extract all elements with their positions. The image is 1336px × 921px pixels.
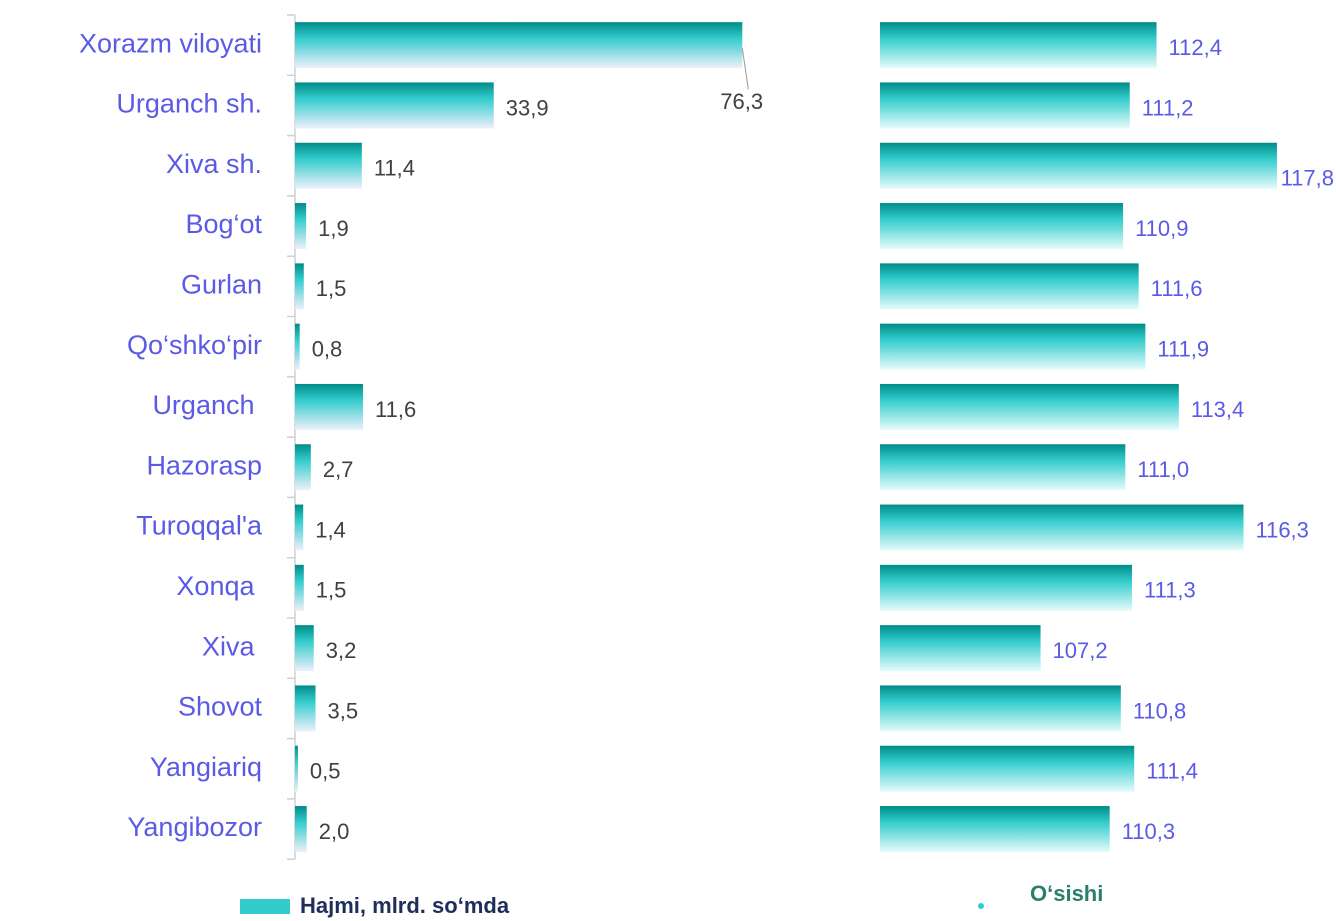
bar [295,444,311,491]
bar [295,263,304,310]
value-label: 117,8 [1281,166,1334,191]
bar [295,82,494,129]
value-label: 110,3 [1122,819,1175,844]
value-label: 1,9 [318,216,349,241]
bar [295,142,362,189]
bar [880,504,1244,551]
category-label: Xonqa [176,571,262,601]
bar [880,383,1179,430]
bar [295,504,304,551]
category-label: Bog‘ot [185,209,262,239]
bar [880,806,1110,853]
category-label: Urganch sh. [116,89,262,119]
value-label: 111,9 [1157,336,1209,361]
category-label: Yangiariq [150,752,262,782]
value-label: 76,3 [720,89,763,114]
category-label: Xiva [202,631,262,661]
bar [880,22,1157,69]
bar [295,625,314,672]
bar [880,203,1124,250]
bar [295,806,307,853]
legend-marker [978,903,984,909]
category-label: Shovot [178,692,263,722]
value-label: 0,5 [310,759,341,784]
value-label: 1,4 [315,517,346,542]
bar [880,564,1132,611]
bar [880,625,1041,672]
bar [880,323,1146,370]
category-label: Qo‘shko‘pir [127,330,262,360]
value-label: 107,2 [1053,638,1108,663]
bar [880,685,1121,732]
category-label: Turoqqal'a [136,511,263,541]
value-label: 1,5 [316,276,347,301]
bar [295,564,304,611]
value-label: 11,4 [374,156,415,181]
value-label: 110,8 [1133,698,1186,723]
bar [880,444,1126,491]
value-label: 111,3 [1144,578,1196,603]
value-label: 2,0 [319,819,350,844]
value-label: 0,8 [312,336,343,361]
bar [295,685,316,732]
value-label: 3,5 [328,698,359,723]
leader-line [741,48,749,90]
value-label: 116,3 [1255,517,1308,542]
category-label: Yangibozor [127,812,262,842]
category-label: Gurlan [181,269,262,299]
value-label: 111,2 [1142,95,1194,120]
value-label: 2,7 [323,457,354,482]
bar [880,263,1139,310]
category-label: Hazorasp [146,450,262,480]
bar [880,745,1135,792]
bar [295,203,307,250]
legend-label: Hajmi, mlrd. so‘mda [300,893,510,918]
value-label: 113,4 [1191,397,1244,422]
bar [295,383,364,430]
bar [880,142,1277,189]
value-label: 110,9 [1135,216,1188,241]
value-label: 33,9 [506,95,549,120]
value-label: 1,5 [316,578,347,603]
value-label: 3,2 [326,638,357,663]
bar [295,323,300,370]
legend-marker [240,899,290,914]
legend-label: O‘sishi [1030,881,1103,906]
bar [880,82,1130,129]
category-label: Xiva sh. [166,149,262,179]
value-label: 112,4 [1169,35,1222,60]
bar [295,745,298,792]
value-label: 11,6 [375,397,416,422]
value-label: 111,0 [1137,457,1189,482]
category-label: Xorazm viloyati [79,28,262,58]
value-label: 111,6 [1151,276,1203,301]
value-label: 111,4 [1146,759,1198,784]
category-label: Urganch [152,390,262,420]
bar [295,22,743,69]
